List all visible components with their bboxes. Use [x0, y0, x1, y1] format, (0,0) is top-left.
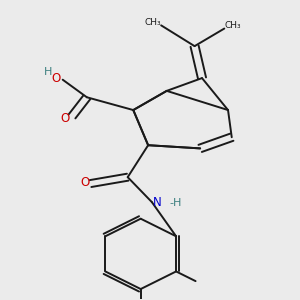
Text: CH₃: CH₃	[224, 21, 241, 30]
Text: CH₃: CH₃	[145, 18, 161, 27]
Text: O: O	[80, 176, 89, 189]
Text: O: O	[52, 72, 61, 85]
Text: N: N	[153, 196, 162, 209]
Text: -H: -H	[170, 198, 182, 208]
Text: H: H	[44, 67, 52, 77]
Text: O: O	[61, 112, 70, 125]
